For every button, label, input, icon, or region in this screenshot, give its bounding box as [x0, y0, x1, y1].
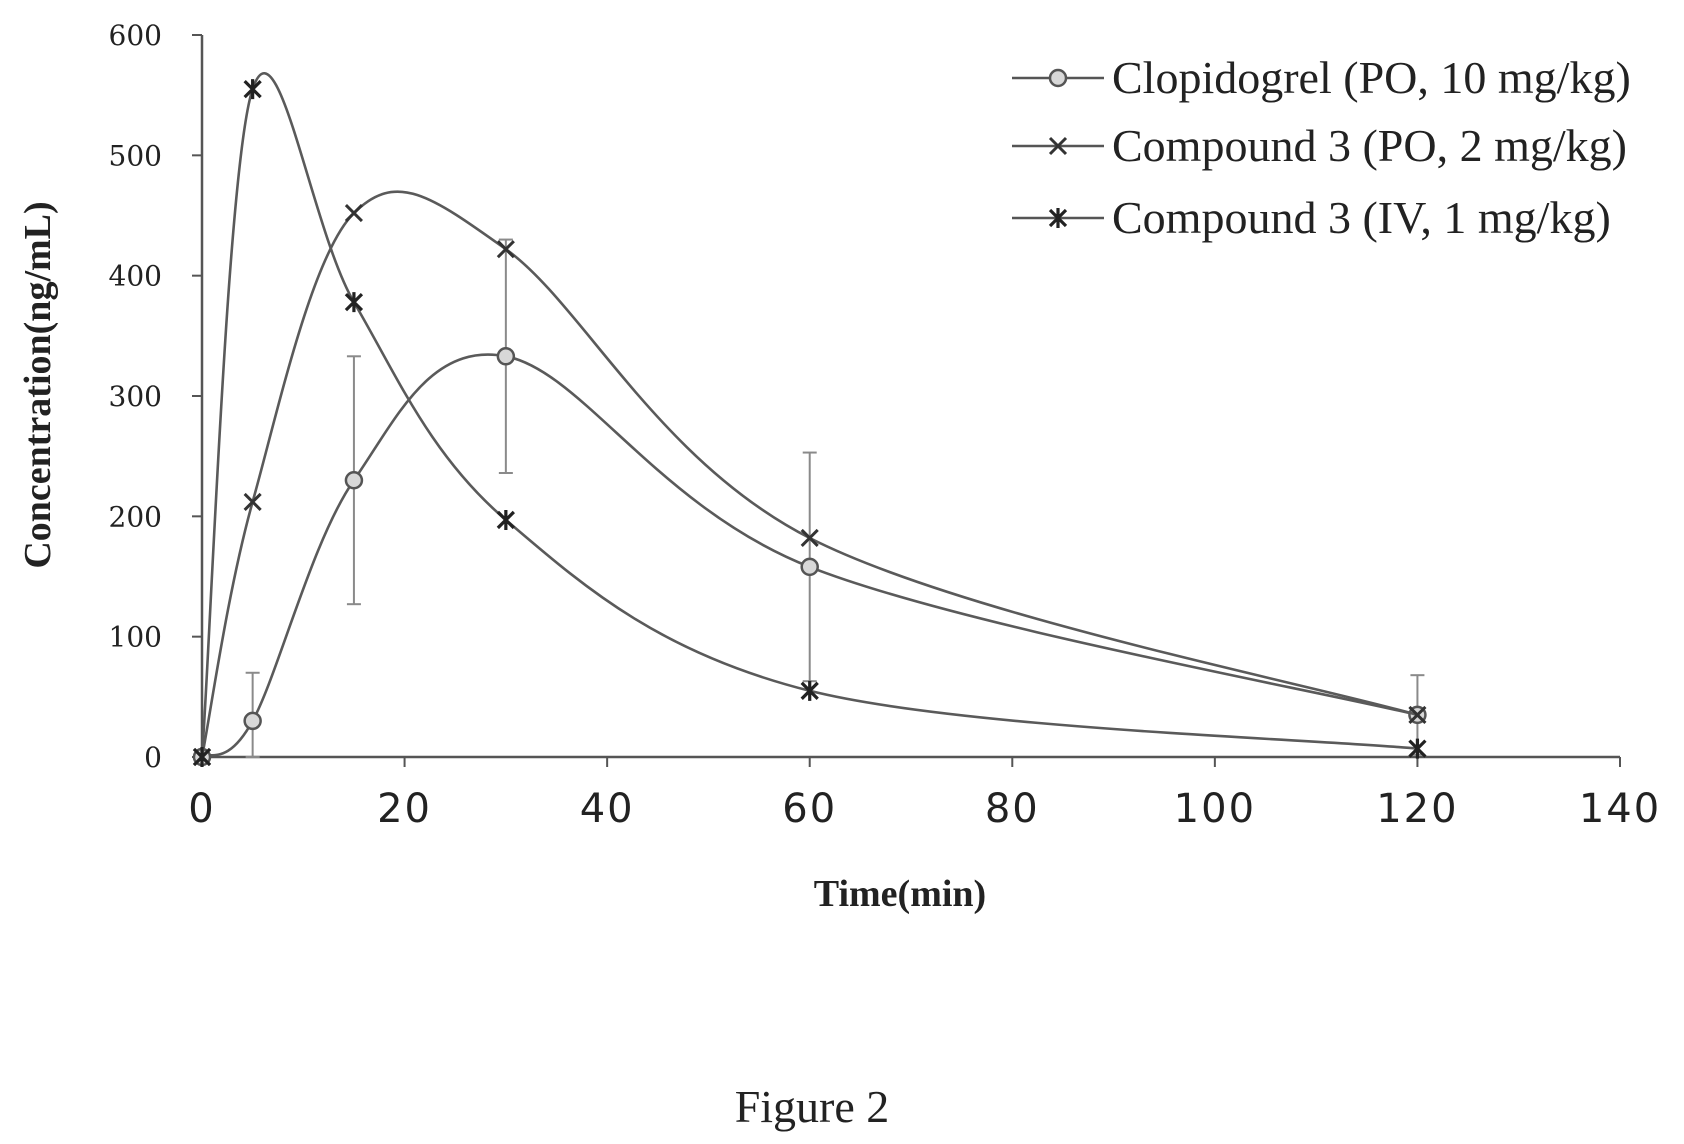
- legend-label: Compound 3 (PO, 2 mg/kg): [1112, 120, 1627, 171]
- data-point: [800, 680, 819, 701]
- data-point: [344, 470, 364, 490]
- legend-label: Clopidogrel (PO, 10 mg/kg): [1112, 52, 1631, 103]
- legend-item-2: Compound 3 (PO, 2 mg/kg): [1012, 120, 1627, 171]
- data-point: [496, 240, 515, 259]
- data-point: [243, 492, 262, 511]
- x-axis-title: Time(min): [814, 873, 986, 915]
- y-axis-title: Concentration(ng/mL): [17, 201, 59, 568]
- legend-item-3: Compound 3 (IV, 1 mg/kg): [1012, 192, 1611, 243]
- y-tick-label: 500: [109, 139, 162, 172]
- legend-label: Compound 3 (IV, 1 mg/kg): [1112, 192, 1611, 243]
- y-tick-label: 400: [109, 260, 162, 293]
- legend-marker: [1048, 208, 1068, 228]
- x-tick-label: 120: [1376, 786, 1458, 832]
- series-line: [200, 71, 1418, 758]
- x-axis-ticks: 0 20 40 60 80 100 120 140: [188, 757, 1661, 832]
- series-2: [192, 190, 1427, 767]
- y-tick-label: 300: [109, 380, 162, 413]
- series-3: [192, 71, 1427, 767]
- data-point: [192, 747, 212, 767]
- series-layer: [192, 71, 1427, 767]
- y-tick-label: 600: [109, 19, 162, 52]
- x-tick-label: 100: [1174, 786, 1256, 832]
- x-tick-label: 0: [188, 786, 215, 832]
- data-point: [344, 292, 364, 313]
- legend-marker: [1048, 136, 1068, 156]
- y-axis-ticks: 0 100 200 300 400 500 600: [109, 19, 202, 774]
- x-tick-label: 140: [1579, 786, 1661, 832]
- data-point: [1408, 705, 1427, 724]
- y-tick-label: 0: [144, 741, 162, 774]
- x-tick-label: 20: [377, 786, 432, 832]
- legend-item-1: Clopidogrel (PO, 10 mg/kg): [1012, 52, 1631, 103]
- data-point: [496, 509, 515, 530]
- series-line: [200, 190, 1418, 758]
- data-point: [800, 528, 819, 548]
- data-point: [243, 711, 262, 731]
- figure-caption: Figure 2: [735, 1081, 890, 1132]
- y-tick-label: 100: [109, 621, 162, 654]
- data-point: [496, 347, 516, 366]
- data-point: [800, 557, 819, 577]
- legend-marker: [1048, 68, 1068, 88]
- x-tick-label: 40: [580, 786, 635, 832]
- data-point: [344, 204, 363, 223]
- y-tick-label: 200: [109, 500, 162, 533]
- legend: Clopidogrel (PO, 10 mg/kg) Compound 3 (PO…: [1012, 52, 1631, 243]
- x-tick-label: 60: [782, 786, 837, 832]
- data-point: [1408, 738, 1427, 759]
- x-tick-label: 80: [985, 786, 1040, 832]
- data-point: [243, 79, 262, 100]
